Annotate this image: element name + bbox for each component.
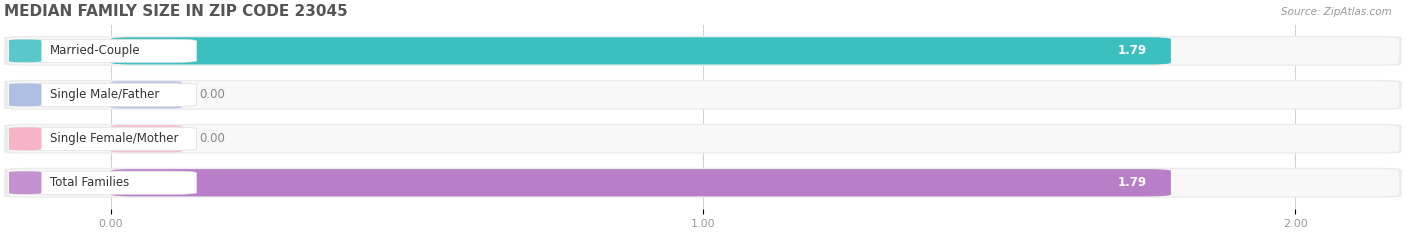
FancyBboxPatch shape [4, 168, 1402, 198]
FancyBboxPatch shape [8, 40, 42, 62]
Text: 0.00: 0.00 [200, 132, 225, 145]
Text: 1.79: 1.79 [1118, 176, 1147, 189]
FancyBboxPatch shape [7, 127, 197, 150]
FancyBboxPatch shape [7, 81, 1399, 108]
Text: Single Male/Father: Single Male/Father [51, 88, 160, 101]
FancyBboxPatch shape [7, 83, 197, 106]
FancyBboxPatch shape [4, 36, 1402, 66]
Text: MEDIAN FAMILY SIZE IN ZIP CODE 23045: MEDIAN FAMILY SIZE IN ZIP CODE 23045 [4, 4, 347, 19]
Text: 1.79: 1.79 [1118, 44, 1147, 57]
FancyBboxPatch shape [111, 169, 1171, 196]
FancyBboxPatch shape [7, 171, 197, 194]
Text: 0.00: 0.00 [200, 88, 225, 101]
FancyBboxPatch shape [7, 169, 1399, 196]
FancyBboxPatch shape [111, 37, 1171, 65]
Text: Total Families: Total Families [51, 176, 129, 189]
FancyBboxPatch shape [8, 171, 42, 194]
Text: Source: ZipAtlas.com: Source: ZipAtlas.com [1281, 7, 1392, 17]
Text: Married-Couple: Married-Couple [51, 44, 141, 57]
FancyBboxPatch shape [111, 125, 181, 152]
FancyBboxPatch shape [7, 37, 1399, 65]
FancyBboxPatch shape [111, 81, 181, 108]
FancyBboxPatch shape [8, 127, 42, 150]
Text: Single Female/Mother: Single Female/Mother [51, 132, 179, 145]
FancyBboxPatch shape [8, 83, 42, 106]
FancyBboxPatch shape [4, 124, 1402, 154]
FancyBboxPatch shape [7, 39, 197, 62]
FancyBboxPatch shape [7, 125, 1399, 152]
FancyBboxPatch shape [4, 80, 1402, 110]
